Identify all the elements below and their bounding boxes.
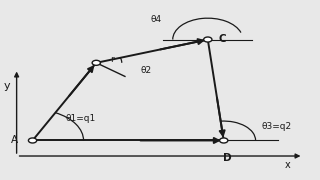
Text: C: C [219, 33, 227, 44]
Text: r: r [110, 55, 114, 64]
Text: θ3=q2: θ3=q2 [262, 122, 292, 131]
Circle shape [204, 37, 212, 42]
Text: y: y [4, 81, 11, 91]
Text: θ1=q1: θ1=q1 [65, 114, 95, 123]
Circle shape [28, 138, 37, 143]
Text: D: D [223, 153, 231, 163]
Circle shape [92, 60, 100, 65]
Text: θ2: θ2 [141, 66, 152, 75]
Text: A: A [11, 136, 18, 145]
Text: x: x [284, 160, 290, 170]
Text: θ4: θ4 [150, 15, 162, 24]
Circle shape [220, 138, 228, 143]
